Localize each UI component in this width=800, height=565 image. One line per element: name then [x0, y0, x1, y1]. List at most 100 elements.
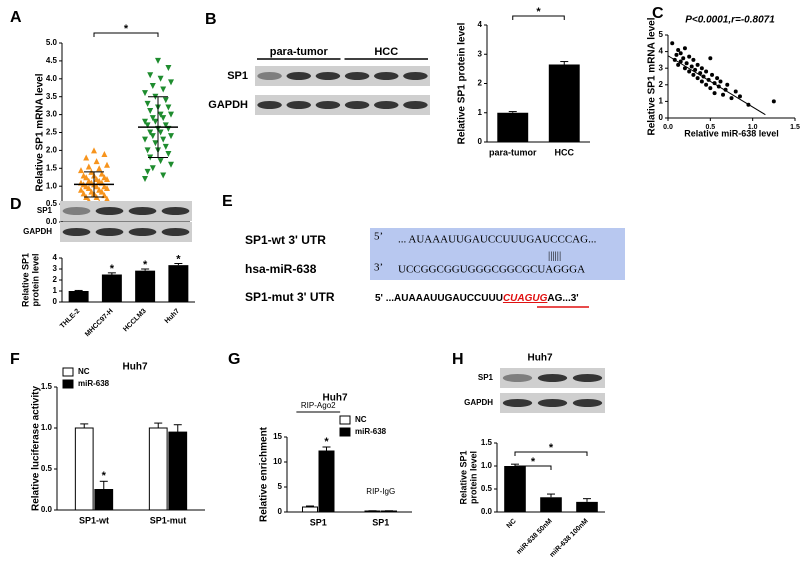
- y-tick-label: 4.0: [46, 74, 58, 83]
- dot: [157, 158, 164, 165]
- blot-row-label: GAPDH: [23, 227, 52, 236]
- dot: [144, 147, 151, 154]
- chart-title: Huh7: [323, 393, 348, 404]
- point: [721, 92, 726, 97]
- dot: [78, 167, 84, 174]
- blot-band: [502, 374, 533, 382]
- point: [678, 51, 683, 56]
- blot-band: [95, 228, 124, 236]
- legend-label: NC: [78, 367, 90, 376]
- panel-label: D: [10, 196, 22, 213]
- dot: [83, 183, 90, 190]
- panel-label: E: [222, 193, 233, 210]
- significance-label: *: [531, 456, 536, 468]
- dot: [142, 118, 148, 125]
- y-tick-label: 4.5: [46, 56, 58, 65]
- blot-band: [62, 207, 91, 215]
- point: [712, 91, 717, 96]
- dot: [104, 176, 110, 183]
- dot: [88, 188, 95, 195]
- dot: [96, 177, 103, 184]
- y-tick-label: 1.5: [481, 438, 493, 447]
- x-tick-label: miR-638 100nM: [549, 518, 590, 559]
- blot-band: [128, 207, 157, 215]
- panel-e: E SP1-wt 3' UTR 5’ ... AUAAAUUGAUCCUUUGA…: [222, 193, 625, 308]
- y-axis-label: Relative SP1 mRNA level: [647, 17, 658, 135]
- y-tick-label: 0: [53, 297, 58, 306]
- blot-band: [286, 101, 311, 109]
- significance-label: *: [110, 263, 115, 275]
- bar: [68, 291, 89, 302]
- dot: [83, 154, 90, 161]
- blot-band: [161, 228, 190, 236]
- dot: [168, 161, 174, 168]
- dot: [155, 57, 161, 64]
- panel-label: H: [452, 351, 464, 368]
- dot: [85, 184, 92, 191]
- point: [718, 79, 723, 84]
- dot: [101, 174, 108, 181]
- blot-band: [572, 374, 603, 382]
- panel-label: G: [228, 351, 240, 368]
- sequence: ... AUAAAUUGAUCCUUUGAUCCCAG...: [398, 234, 597, 246]
- dot: [93, 183, 100, 190]
- blot-row-label: SP1: [478, 373, 494, 382]
- chart-title: Huh7: [123, 362, 148, 373]
- y-tick-label: 15: [273, 432, 282, 441]
- dot: [157, 75, 164, 82]
- y-tick-label: 1.0: [41, 423, 53, 432]
- point: [704, 82, 709, 87]
- panel-label: B: [205, 11, 217, 28]
- dot: [96, 186, 103, 193]
- point: [699, 79, 704, 84]
- blot-band: [315, 101, 341, 109]
- dot: [144, 122, 151, 129]
- point: [689, 64, 694, 69]
- point: [729, 96, 734, 101]
- point: [733, 89, 738, 94]
- dot: [104, 184, 110, 191]
- blot-band: [502, 399, 533, 407]
- blot-band: [403, 72, 428, 80]
- y-tick-label: 1.5: [41, 382, 53, 391]
- dot: [80, 190, 87, 197]
- significance-label: *: [102, 470, 107, 482]
- point: [708, 56, 713, 61]
- significance-bracket: [514, 451, 588, 456]
- significance-label: *: [176, 253, 181, 265]
- legend-swatch: [339, 415, 351, 425]
- y-tick-label: 10: [273, 457, 282, 466]
- point: [681, 56, 686, 61]
- blot-group-label: para-tumor: [270, 46, 329, 58]
- y-tick-label: 1.0: [481, 461, 493, 470]
- dot: [162, 97, 169, 104]
- significance-bracket: [514, 465, 552, 470]
- bar: [168, 265, 189, 302]
- blot-band: [95, 207, 124, 215]
- significance-label: *: [536, 6, 541, 18]
- y-tick-label: 4: [53, 253, 58, 262]
- x-tick-label: SP1: [372, 517, 389, 527]
- point: [695, 76, 700, 81]
- legend-label: miR-638: [355, 427, 387, 436]
- panel-label: A: [10, 9, 22, 26]
- annotation: P<0.0001,r=-0.8071: [685, 15, 775, 26]
- pairing: ||||||: [548, 250, 561, 262]
- y-tick-label: 0.0: [481, 507, 493, 516]
- point: [737, 94, 742, 99]
- y-tick-label: 3: [659, 63, 664, 72]
- y-tick-label: 5: [278, 482, 283, 491]
- y-tick-label: 0: [659, 113, 664, 122]
- x-tick-label: Huh7: [164, 308, 181, 325]
- y-tick-label: 1: [478, 108, 483, 117]
- y-axis-label: Relative SP1 mRNA level: [35, 73, 46, 191]
- significance-bracket: [512, 15, 565, 20]
- bar: [497, 112, 529, 142]
- dot: [157, 111, 164, 118]
- x-tick-label: SP1-wt: [79, 515, 109, 525]
- y-tick-label: 0.0: [41, 505, 53, 514]
- point: [670, 41, 675, 46]
- significance-label: *: [143, 259, 148, 271]
- dot: [160, 115, 167, 122]
